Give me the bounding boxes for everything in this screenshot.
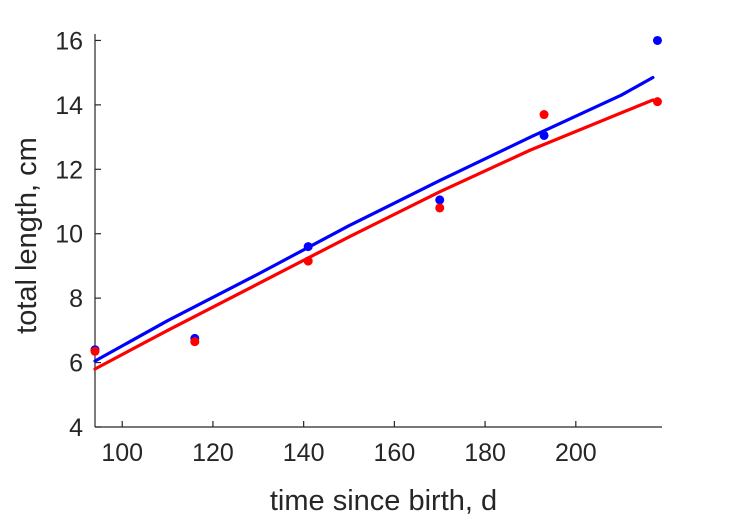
y-tick-label: 8 [69, 285, 83, 313]
y-tick-label: 14 [55, 92, 83, 120]
axes [94, 34, 662, 428]
data-point [435, 195, 445, 205]
y-tick-label: 12 [55, 156, 83, 184]
fit-lines [93, 75, 655, 371]
data-point [90, 346, 100, 356]
y-tick-label: 6 [69, 350, 83, 378]
data-point [539, 110, 549, 120]
y-axis-label: total length, cm [11, 137, 43, 334]
x-tick-label: 200 [555, 439, 597, 467]
y-tick-label: 4 [69, 414, 83, 442]
x-tick-label: 180 [464, 439, 506, 467]
tick-labels: 100 120 140 160 180 200 4 6 8 10 12 14 16 [55, 27, 596, 467]
data-point [303, 256, 313, 266]
y-tick-label: 10 [55, 221, 83, 249]
x-tick-label: 100 [101, 439, 143, 467]
data-point [303, 242, 313, 252]
data-point [652, 35, 662, 45]
x-tick-label: 120 [192, 439, 234, 467]
x-tick-label: 140 [283, 439, 325, 467]
y-tick-label: 16 [55, 27, 83, 55]
data-point [435, 203, 445, 213]
data-point [539, 130, 549, 140]
data-point [190, 337, 200, 347]
fit-line-3 [93, 98, 655, 371]
fit-line-2 [93, 75, 655, 363]
x-axis-label: time since birth, d [270, 485, 497, 517]
data-points [90, 35, 662, 356]
x-tick-label: 160 [374, 439, 416, 467]
data-point [652, 97, 662, 107]
